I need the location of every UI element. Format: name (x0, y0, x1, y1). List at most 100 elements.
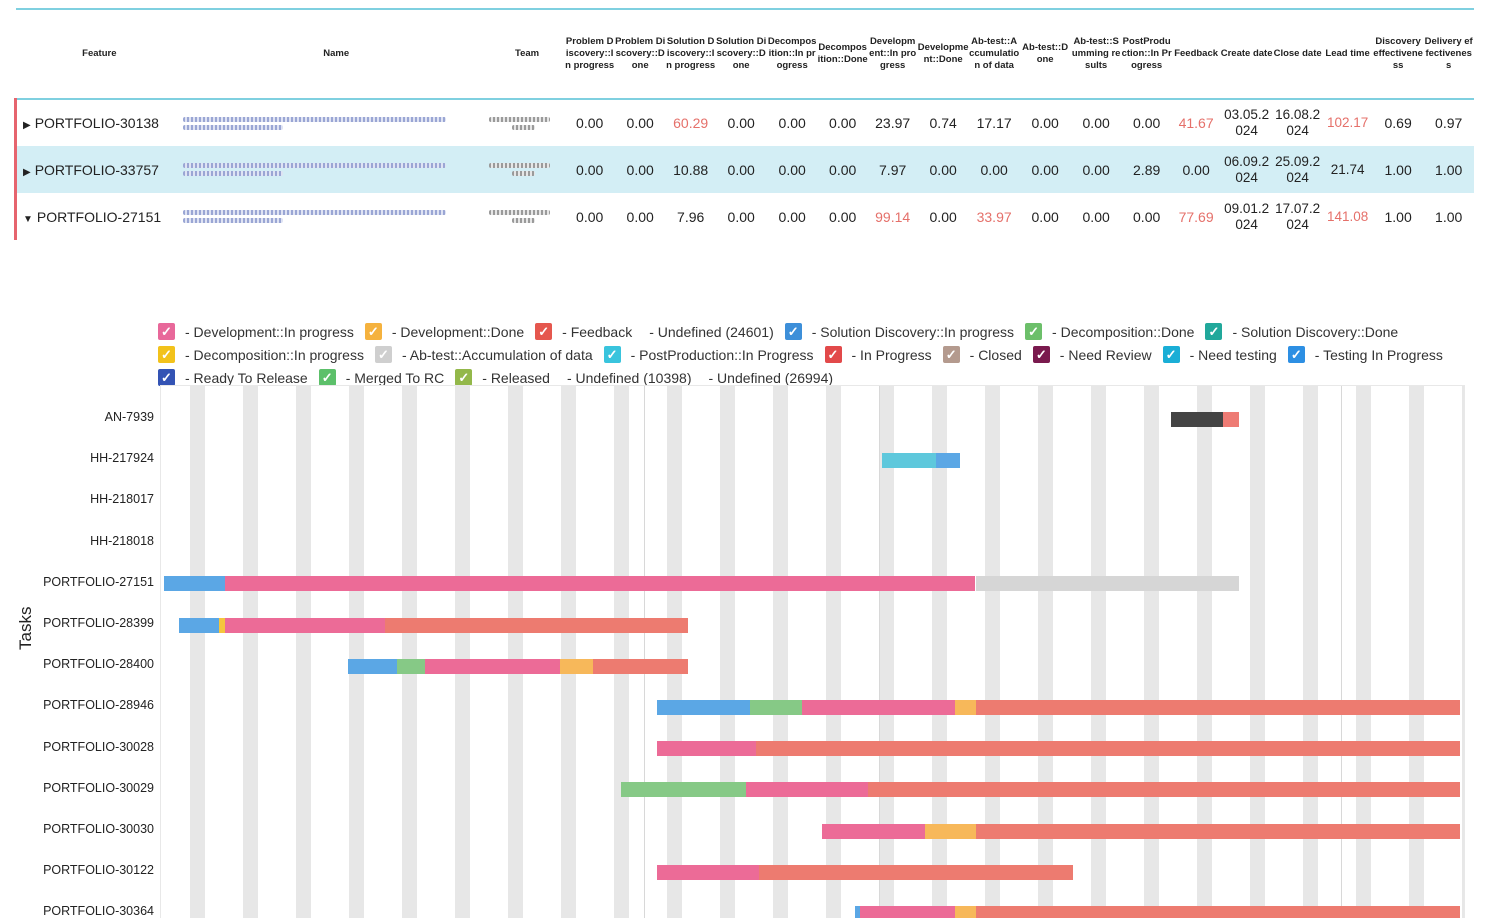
gantt-bar[interactable] (1170, 411, 1224, 427)
gantt-bar[interactable] (224, 617, 385, 633)
gantt-bar[interactable] (936, 452, 961, 468)
column-header[interactable]: Create date (1220, 48, 1273, 59)
gantt-bar[interactable] (348, 658, 398, 674)
legend-item[interactable]: ✓ - Merged To RC (318, 369, 444, 386)
legend-checkbox[interactable]: ✓ (1287, 346, 1305, 363)
legend-checkbox[interactable]: ✓ (364, 323, 382, 340)
gantt-bar[interactable] (397, 658, 425, 674)
column-header[interactable]: Close date (1273, 48, 1322, 59)
legend-checkbox[interactable]: ✓ (158, 323, 175, 340)
legend-item[interactable]: ✓ - Need Review (1032, 346, 1152, 363)
column-header[interactable]: Problem Discovery::Done (615, 36, 666, 71)
legend-checkbox[interactable]: ✓ (1032, 346, 1050, 363)
gantt-bar[interactable] (424, 658, 561, 674)
legend-item[interactable]: ✓ - Closed (942, 346, 1022, 363)
column-header[interactable]: Name (323, 48, 350, 59)
column-header[interactable]: PostProduction::In Progress (1121, 36, 1172, 71)
legend-item[interactable]: ✓ - Ready To Release (158, 369, 308, 386)
legend-checkbox[interactable]: ✓ (535, 323, 553, 340)
column-header[interactable]: Team (515, 48, 540, 59)
gantt-bar[interactable] (882, 452, 937, 468)
legend-checkbox[interactable]: ✓ (784, 323, 802, 340)
legend-item[interactable]: - Undefined (26994) (709, 370, 834, 386)
column-header[interactable]: Decomposition::Done (817, 42, 868, 65)
column-header[interactable]: Solution Discovery::Done (716, 36, 767, 71)
legend-item[interactable]: ✓ - Ab-test::Accumulation of data (374, 346, 593, 363)
gantt-bar[interactable] (178, 617, 219, 633)
gantt-bar[interactable] (822, 823, 926, 839)
legend-item[interactable]: ✓ - Released (455, 369, 550, 386)
gantt-bar[interactable] (755, 741, 1460, 757)
gantt-bar[interactable] (1223, 411, 1240, 427)
legend-item[interactable]: ✓ - Solution Discovery::In progress (784, 323, 1014, 340)
legend-item[interactable]: ✓ - Development::In progress (158, 323, 354, 340)
legend-checkbox[interactable]: ✓ (158, 369, 175, 386)
column-header[interactable]: Development::Done (917, 42, 969, 65)
legend-checkbox[interactable]: ✓ (824, 346, 842, 363)
gantt-bar[interactable] (868, 782, 1460, 798)
feature-cell[interactable]: ▼ PORTFOLIO-27151 (14, 193, 184, 240)
column-header[interactable]: Ab-test::Done (1022, 42, 1069, 65)
table-row[interactable]: ▶ PORTFOLIO-30138 0.00 0.00 60.29 0.00 0.00 0.0… (14, 99, 1475, 146)
gantt-bar[interactable] (592, 658, 689, 674)
collapse-icon[interactable]: ▼ (23, 213, 33, 225)
column-header[interactable]: Ab-test::Accumulation of data (969, 36, 1020, 71)
legend-checkbox[interactable]: ✓ (1205, 323, 1223, 340)
column-header[interactable]: Feature (82, 48, 117, 59)
legend-item[interactable]: ✓ - Decomposition::Done (1025, 323, 1194, 340)
table-row[interactable]: ▶ PORTFOLIO-33757 0.00 0.00 10.88 0.00 0.00 0.0… (14, 146, 1474, 193)
legend-checkbox[interactable]: ✓ (158, 346, 175, 363)
gantt-bar[interactable] (657, 699, 751, 715)
legend-item[interactable]: - Undefined (10398) (567, 370, 692, 386)
gantt-bar[interactable] (955, 699, 976, 715)
column-header[interactable]: Solution Discovery::In progress (666, 36, 716, 71)
legend-item[interactable]: ✓ - PostProduction::In Progress (603, 346, 814, 363)
gantt-bar[interactable] (860, 905, 956, 918)
legend-checkbox[interactable]: ✓ (942, 346, 960, 363)
gantt-bar[interactable] (925, 823, 976, 839)
legend-item[interactable]: - Undefined (24601) (649, 324, 774, 340)
legend-item[interactable]: ✓ - Need testing (1162, 346, 1277, 363)
gantt-bar[interactable] (855, 905, 861, 918)
gantt-bar[interactable] (620, 782, 747, 798)
gantt-bar[interactable] (750, 699, 803, 715)
gantt-bar[interactable] (560, 658, 593, 674)
gantt-bar[interactable] (384, 617, 689, 633)
gantt-bar[interactable] (758, 864, 1073, 880)
legend-item[interactable]: ✓ - Testing In Progress (1287, 346, 1443, 363)
gantt-bar[interactable] (955, 905, 976, 918)
legend-checkbox[interactable]: ✓ (374, 346, 392, 363)
column-header[interactable]: Problem Discovery::In progress (565, 36, 615, 71)
legend-item[interactable]: ✓ - Decomposition::In progress (158, 346, 364, 363)
gantt-bar[interactable] (975, 699, 1460, 715)
legend-checkbox[interactable]: ✓ (318, 369, 336, 386)
legend-checkbox[interactable]: ✓ (603, 346, 621, 363)
legend-item[interactable]: ✓ - In Progress (824, 346, 932, 363)
expand-icon[interactable]: ▶ (23, 120, 31, 131)
column-header[interactable]: Delivery effectiveness (1424, 36, 1473, 71)
feature-cell[interactable]: ▶ PORTFOLIO-33757 (14, 146, 184, 193)
feature-cell[interactable]: ▶ PORTFOLIO-30138 (14, 99, 184, 146)
column-header[interactable]: Ab-test::Summing results (1071, 36, 1121, 71)
gantt-bar[interactable] (218, 617, 225, 633)
gantt-bar[interactable] (975, 823, 1460, 839)
gantt-bar[interactable] (746, 782, 868, 798)
legend-item[interactable]: ✓ - Development::Done (364, 323, 524, 340)
column-header[interactable]: Development::In progress (869, 36, 917, 71)
legend-item[interactable]: ✓ - Solution Discovery::Done (1205, 323, 1398, 340)
legend-checkbox[interactable]: ✓ (1025, 323, 1043, 340)
column-header[interactable]: Decomposition::In progress (767, 36, 817, 71)
legend-checkbox[interactable]: ✓ (1162, 346, 1180, 363)
gantt-bar[interactable] (163, 576, 225, 592)
column-header[interactable]: Discovery effectiveness (1373, 36, 1423, 71)
column-header[interactable]: Lead time (1325, 48, 1370, 59)
column-header[interactable]: Feedback (1174, 48, 1219, 59)
gantt-bar[interactable] (657, 741, 756, 757)
gantt-bar[interactable] (802, 699, 956, 715)
gantt-bar[interactable] (224, 576, 976, 592)
gantt-bar[interactable] (975, 905, 1460, 918)
gantt-bar[interactable] (975, 576, 1240, 592)
table-row[interactable]: ▼ PORTFOLIO-27151 0.00 0.00 7.96 0.00 0.00 0.00… (14, 193, 1475, 240)
legend-checkbox[interactable]: ✓ (455, 369, 473, 386)
legend-item[interactable]: ✓ - Feedback (535, 323, 632, 340)
